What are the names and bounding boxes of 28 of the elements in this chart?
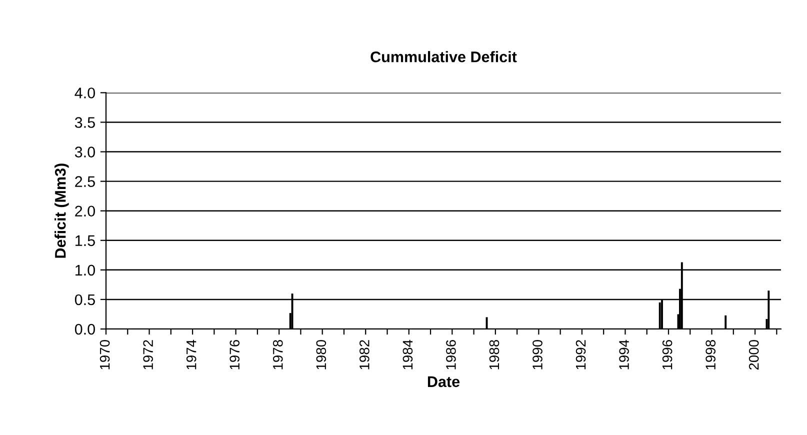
- x-tick-label: 1972: [143, 340, 153, 370]
- y-tick-label: 2.0: [75, 206, 95, 217]
- x-tick-label: 1976: [230, 340, 240, 370]
- y-tick-label: 0.5: [74, 294, 95, 306]
- y-tick-label: 1.5: [76, 235, 95, 246]
- x-tick-label: 1978: [272, 340, 283, 370]
- x-tick-label: 1994: [619, 340, 629, 370]
- y-tick-label: 3.0: [74, 146, 95, 158]
- x-tick-label: 1998: [706, 340, 716, 370]
- y-tick-label: 2.5: [75, 176, 95, 187]
- x-tick-label: 2000: [748, 340, 759, 370]
- x-tick-label: 1980: [316, 340, 326, 370]
- x-tick-label: 1970: [100, 340, 110, 370]
- x-tick-label: 1988: [489, 340, 500, 370]
- y-tick-label: 3.5: [74, 117, 95, 128]
- x-tick-label: 1992: [576, 340, 586, 370]
- x-axis-title: Date: [428, 376, 460, 388]
- chart-title: Cummulative Deficit: [370, 51, 517, 62]
- y-tick-label: 0.0: [74, 324, 95, 335]
- y-tick-label: 4.0: [74, 88, 95, 98]
- x-tick-label: 1974: [186, 340, 196, 370]
- x-tick-label: 1982: [360, 340, 370, 370]
- y-tick-label: 1.0: [76, 264, 95, 276]
- x-tick-label: 1996: [662, 340, 672, 370]
- x-tick-label: 1984: [402, 340, 413, 370]
- y-axis-title: Deficit (Mm3): [54, 164, 69, 258]
- x-tick-label: 1986: [446, 340, 456, 370]
- x-tick-label: 1990: [532, 340, 542, 370]
